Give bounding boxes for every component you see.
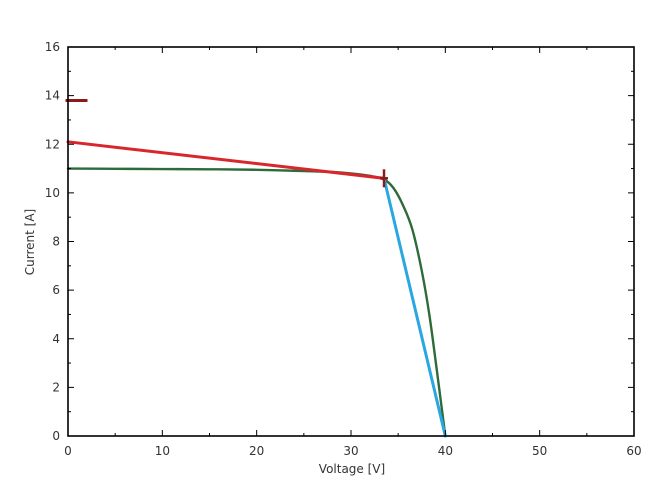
y-tick-label: 6: [52, 283, 60, 297]
x-tick-label: 20: [249, 444, 264, 458]
x-tick-label: 60: [626, 444, 641, 458]
x-tick-label: 10: [155, 444, 170, 458]
y-axis-label: Current [A]: [23, 209, 37, 275]
series-layer: [65, 98, 447, 438]
x-tick-label: 40: [438, 444, 453, 458]
y-tick-label: 14: [45, 89, 60, 103]
y-tick-label: 0: [52, 429, 60, 443]
x-axis-label: Voltage [V]: [319, 462, 385, 476]
x-tick-label: 0: [64, 444, 72, 458]
blue-tangent-line: [382, 176, 447, 438]
x-tick-label: 30: [343, 444, 358, 458]
y-tick-label: 8: [52, 235, 60, 249]
y-tick-label: 4: [52, 332, 60, 346]
y-tick-label: 2: [52, 380, 60, 394]
y-tick-label: 10: [45, 186, 60, 200]
axes-layer: 0 10 20 30 40 50 60 0 2 4 6 8 10 12 14 16: [45, 40, 642, 458]
y-tick-label: 16: [45, 40, 60, 54]
x-tick-label: 50: [532, 444, 547, 458]
y-tick-label: 12: [45, 137, 60, 151]
red-tangent-line: [66, 140, 386, 180]
